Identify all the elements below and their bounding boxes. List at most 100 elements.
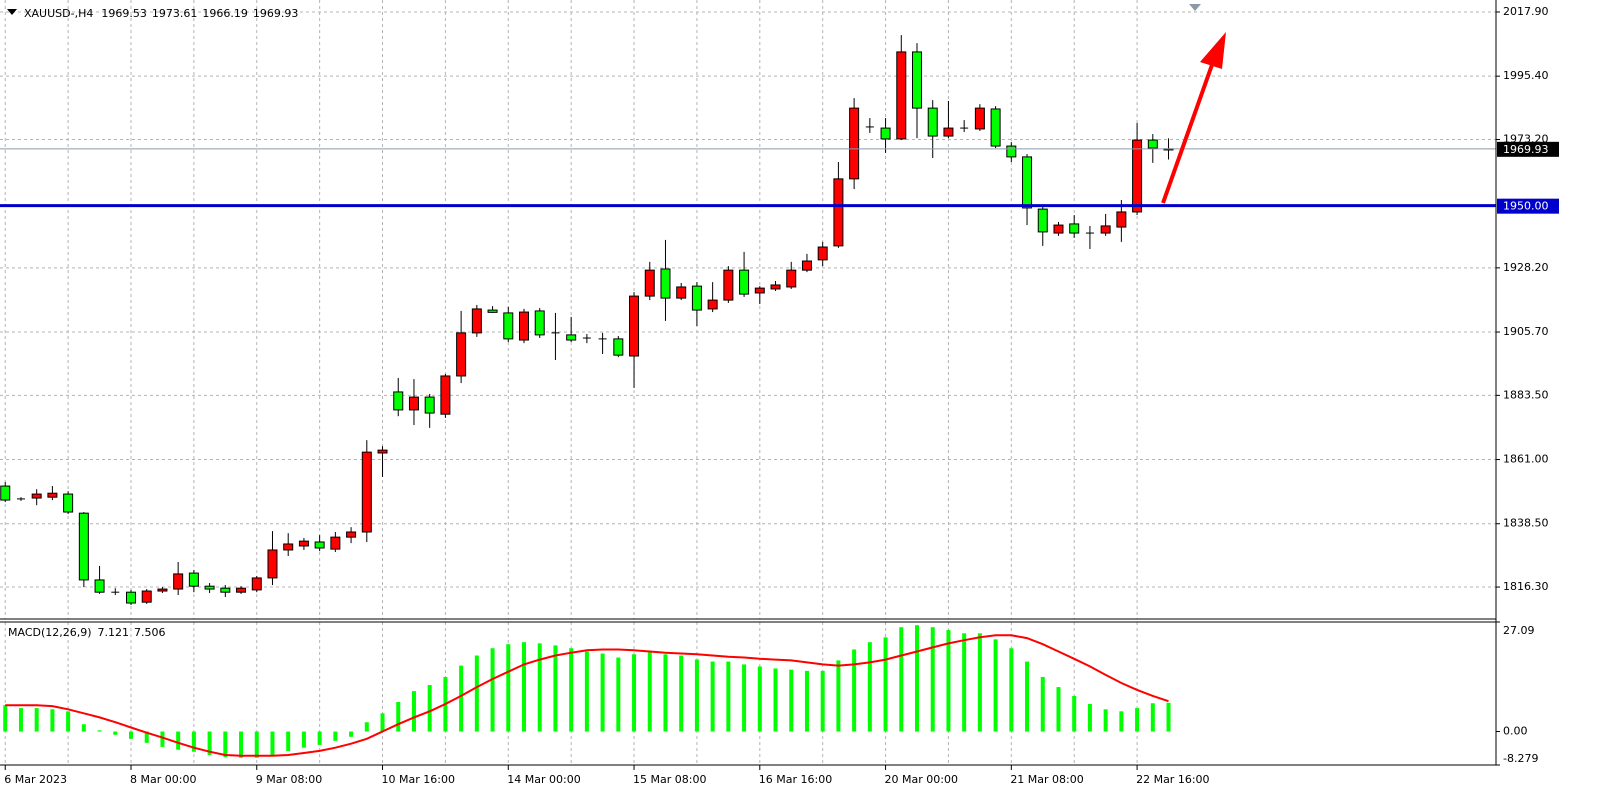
candle-body: [943, 127, 954, 137]
candle-body: [31, 493, 42, 499]
candle-body: [1037, 208, 1048, 233]
macd-bar: [144, 731, 149, 743]
x-tick-label: 21 Mar 08:00: [1010, 773, 1083, 786]
signal-line: [5, 634, 1169, 757]
shift-marker[interactable]: [1189, 4, 1201, 11]
candle-body: [1022, 156, 1033, 209]
x-tick-label: 22 Mar 16:00: [1136, 773, 1209, 786]
macd-bar: [239, 731, 244, 758]
macd-bar: [223, 731, 228, 757]
macd-bar: [742, 664, 747, 732]
candle-body: [361, 451, 372, 533]
y-tick-label: 2017.90: [1503, 5, 1549, 18]
macd-bar: [81, 724, 86, 732]
candle-body: [0, 485, 11, 501]
candle-body: [974, 107, 985, 130]
y-tick-label: 1928.20: [1503, 261, 1549, 274]
x-tick-label: 16 Mar 16:00: [759, 773, 832, 786]
macd-bar: [820, 670, 825, 732]
candle-body: [440, 375, 451, 415]
x-tick-label: 20 Mar 00:00: [885, 773, 958, 786]
signal-value: 7.506: [134, 626, 166, 639]
candle-body: [173, 573, 184, 590]
y-tick-label: 1995.40: [1503, 69, 1549, 82]
macd-bar: [490, 648, 495, 732]
macd-bar: [1103, 709, 1108, 732]
macd-header: MACD(12,26,9) 7.121 7.506: [8, 626, 166, 639]
candle-body: [927, 107, 938, 137]
macd-bar: [757, 666, 762, 732]
x-tick-label: 10 Mar 16:00: [382, 773, 455, 786]
x-tick-label: 14 Mar 00:00: [507, 773, 580, 786]
candle-body: [660, 268, 671, 299]
x-tick-label: 9 Mar 08:00: [256, 773, 322, 786]
macd-bar: [647, 651, 652, 732]
macd-bar: [1025, 661, 1030, 732]
macd-bar: [396, 702, 401, 732]
candle-body: [78, 512, 89, 581]
menu-triangle[interactable]: [7, 9, 17, 15]
macd-bar: [993, 639, 998, 732]
macd-bar: [899, 627, 904, 732]
candle-body: [47, 492, 58, 498]
macd-bar: [474, 655, 479, 732]
candle-body: [896, 51, 907, 140]
y-tick-label: 1861.00: [1503, 453, 1549, 466]
candle-body: [408, 396, 419, 411]
macd-bar: [1166, 702, 1171, 732]
macd-bar: [522, 642, 526, 732]
macd-bar: [50, 709, 55, 732]
macd-bar: [97, 730, 102, 732]
macd-bar: [962, 633, 967, 732]
marks-layer: [0, 35, 1496, 758]
candle-body: [330, 536, 341, 550]
macd-bar: [1119, 711, 1124, 732]
candle-body: [393, 391, 404, 411]
macd-bar: [1087, 704, 1092, 732]
macd-bar: [349, 731, 354, 737]
chart-header: XAUUSD-,H4 1969.53 1973.61 1966.19 1969.93: [24, 7, 298, 20]
candle-body: [63, 493, 74, 513]
macd-bar: [270, 731, 275, 755]
candle-body: [471, 308, 482, 334]
candle-body: [754, 287, 765, 294]
macd-bar: [852, 649, 857, 732]
macd-bar: [207, 731, 212, 755]
candle-body: [801, 260, 812, 271]
header-open: 1969.53: [101, 7, 147, 20]
candle-body: [786, 269, 797, 288]
candle-body: [1132, 139, 1143, 213]
macd-bar: [977, 633, 982, 732]
candle-body: [707, 299, 718, 310]
candle-body: [456, 332, 467, 377]
macd-bar: [710, 661, 715, 732]
macd-bar: [883, 637, 888, 732]
candle-body: [849, 107, 860, 180]
candle-body: [141, 590, 152, 603]
macd-bar: [915, 625, 919, 732]
y-tick-label: 1905.70: [1503, 325, 1549, 338]
grid-layer: 6 Mar 2023 8 Mar 00:00 9 Mar 08:00 10 Mar 1…: [0, 0, 1549, 786]
macd-bar: [804, 670, 809, 732]
candle-body: [126, 591, 136, 604]
candle-body: [236, 587, 247, 593]
macd-bar: [1150, 703, 1155, 732]
macd-bar: [1135, 708, 1140, 732]
candle-body: [534, 310, 545, 336]
current-price-box: [1497, 141, 1559, 157]
macd-bar: [569, 648, 574, 732]
macd-bar: [632, 654, 637, 732]
macd-bar: [286, 731, 291, 751]
macd-bar: [537, 643, 542, 732]
candle-body: [691, 285, 702, 311]
macd-bar: [317, 731, 322, 745]
candle-body: [298, 540, 309, 547]
candle-body: [346, 531, 357, 538]
macd-bar: [254, 731, 259, 758]
macd-bar: [66, 711, 71, 732]
macd-bar: [301, 731, 306, 748]
x-tick-label: 6 Mar 2023: [4, 773, 67, 786]
macd-bar: [600, 653, 605, 732]
